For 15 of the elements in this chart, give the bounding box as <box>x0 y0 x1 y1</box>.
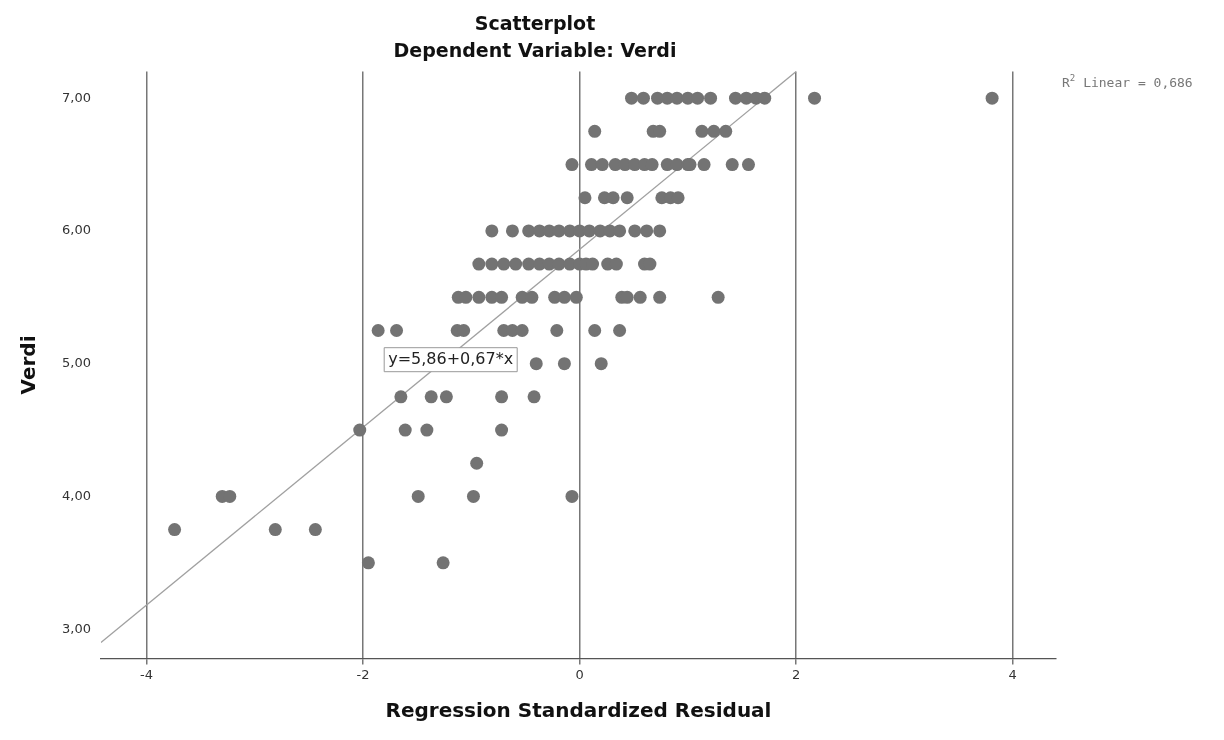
y-tick-label: 7,00 <box>61 89 91 105</box>
chart-title: Scatterplot <box>474 12 596 35</box>
x-tick-label: 0 <box>575 666 584 682</box>
y-tick-label: 5,00 <box>61 355 91 371</box>
annotation: y=5,86+0,67*x <box>388 348 514 368</box>
x-tick-label: 4 <box>1008 666 1017 682</box>
y-tick-label: 3,00 <box>61 620 91 636</box>
x-tick-label: -4 <box>139 666 153 682</box>
x-axis-title: Regression Standardized Residual <box>385 698 772 723</box>
y-tick-label: 6,00 <box>61 222 91 238</box>
x-tick-label: 2 <box>791 666 801 682</box>
chart-subtitle: Dependent Variable: Verdi <box>393 39 677 62</box>
x-tick-label: -2 <box>356 666 370 682</box>
y-tick-label: 4,00 <box>61 487 91 503</box>
y-axis-title: Verdi <box>16 335 41 395</box>
